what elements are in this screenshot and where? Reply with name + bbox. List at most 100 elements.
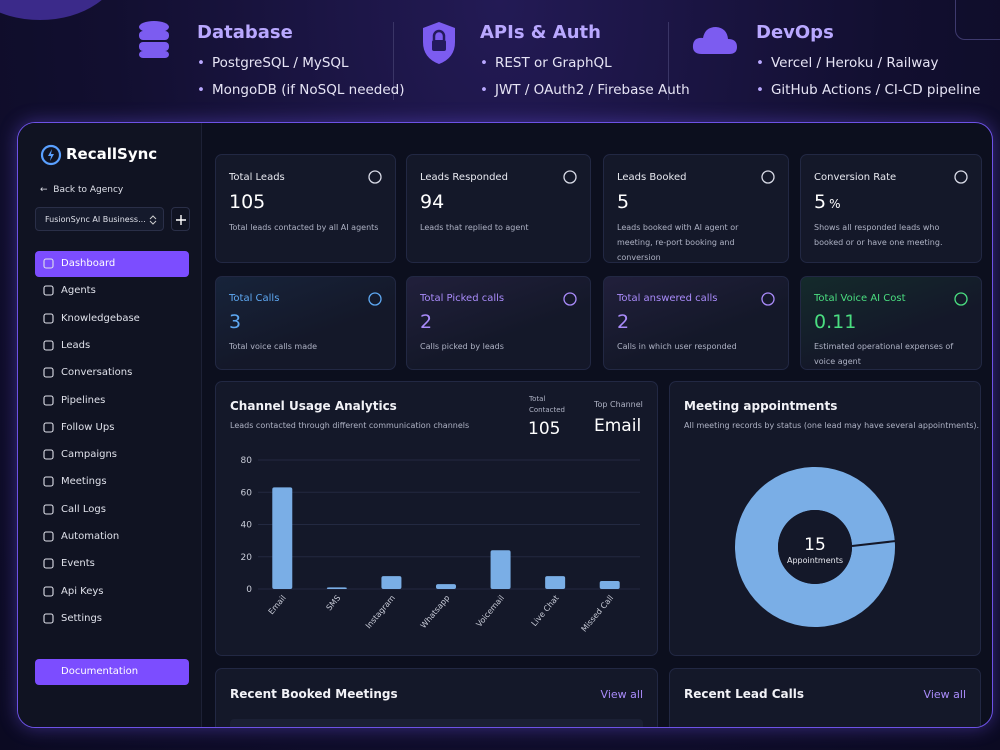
icon-shape: [43, 531, 54, 542]
nav-icon: [43, 531, 54, 542]
nav-item[interactable]: Settings: [35, 606, 189, 632]
icon-shape: [43, 449, 54, 460]
icon-shape: [368, 292, 382, 306]
nav-item[interactable]: Dashboard: [35, 251, 189, 277]
card-title: Total answered calls: [617, 293, 718, 304]
icon-shape: [563, 170, 577, 184]
card-value: 2: [420, 311, 432, 333]
stat-label: Top Channel: [594, 400, 643, 409]
nav-item[interactable]: Follow Ups: [35, 415, 189, 441]
workspace-select[interactable]: FusionSync AI Business...: [35, 207, 164, 231]
card-title: Total Voice AI Cost: [814, 293, 906, 304]
nav-label: Pipelines: [61, 394, 106, 406]
card-value: 0.11: [814, 311, 856, 333]
docs-button[interactable]: Documentation: [35, 659, 189, 685]
chart-panel: Channel Usage Analytics Leads contacted t…: [215, 381, 658, 656]
nav-icon: [43, 476, 54, 487]
database-icon: [139, 21, 169, 58]
nav-item[interactable]: Meetings: [35, 469, 189, 495]
back-link[interactable]: ← Back to Agency: [40, 185, 123, 195]
card-description: Leads that replied to agent: [420, 223, 529, 232]
icon-shape: [43, 476, 54, 487]
nav-item[interactable]: Automation: [35, 524, 189, 550]
nav-label: Agents: [61, 285, 96, 297]
nav-label: Api Keys: [61, 585, 104, 597]
view-all[interactable]: View all: [923, 688, 966, 701]
value: 2: [617, 311, 630, 333]
card-icon: [954, 292, 968, 306]
icon-shape: [43, 340, 54, 351]
stat-card: Leads Responded 94 Leads that replied to a…: [406, 154, 591, 263]
card-title: Leads Booked: [617, 172, 687, 183]
nav-label: Meetings: [61, 476, 107, 488]
card-icon: [563, 170, 577, 184]
table-header: [230, 719, 643, 727]
nav-label: Settings: [61, 612, 103, 624]
card-value: 5%: [814, 191, 841, 213]
chevron: [149, 215, 157, 225]
icon-shape: [761, 170, 775, 184]
nav-item[interactable]: Knowledgebase: [35, 306, 189, 332]
nav-item[interactable]: Conversations: [35, 360, 189, 386]
nav-label: Automation: [61, 531, 120, 542]
stat-label: Total Contacted: [529, 395, 565, 414]
card-icon: [954, 170, 968, 184]
card-description: Shows all responded leads who booked or …: [814, 223, 943, 247]
tech-item: JWT / OAuth2 / Firebase Auth: [480, 82, 690, 98]
nav-label: Follow Ups: [61, 421, 115, 433]
card-value: 2: [617, 311, 629, 333]
value: 5: [814, 191, 827, 213]
decor-box: [955, 0, 1000, 40]
icon-shape: [43, 367, 54, 378]
sidebar: RecallSync ← Back to Agency FusionSync A…: [18, 123, 202, 727]
icon-shape: [43, 558, 54, 569]
nav-label: Dashboard: [61, 258, 116, 269]
card-title: Total Calls: [229, 293, 280, 304]
icon-shape: [43, 422, 54, 433]
chart-title: Channel Usage Analytics: [230, 399, 397, 413]
icon-shape: [43, 285, 54, 296]
value: 0.11: [814, 311, 857, 333]
nav-item[interactable]: Agents: [35, 278, 189, 304]
value: 2: [420, 311, 433, 333]
stat-card: Total Calls 3 Total voice calls made: [215, 276, 396, 370]
icon-shape: [954, 292, 968, 306]
lock-icon: [423, 22, 455, 64]
list-panel: Recent Booked Meetings View all: [215, 668, 658, 727]
chart-panel: Meeting appointments All meeting records …: [669, 381, 981, 656]
view-all[interactable]: View all: [600, 688, 643, 701]
stat-card: Conversion Rate 5% Shows all responded lea…: [800, 154, 982, 263]
nav-icon: [43, 394, 54, 406]
divider: [393, 22, 394, 100]
tech-item: MongoDB (if NoSQL needed): [197, 82, 405, 98]
stat-value: Email: [594, 416, 642, 436]
plus-icon: [176, 215, 186, 225]
tech-item: PostgreSQL / MySQL: [197, 55, 349, 71]
nav-item[interactable]: Events: [35, 551, 189, 577]
workspace-name: FusionSync AI Business...: [45, 215, 146, 224]
card-description: Calls in which user responded: [617, 342, 737, 351]
value: 105: [229, 191, 266, 213]
nav-item[interactable]: Leads: [35, 333, 189, 359]
brand: RecallSync: [66, 145, 158, 163]
stat-card: Total Leads 105 Total leads contacted by a…: [215, 154, 396, 263]
card-value: 105: [229, 191, 265, 213]
nav-item[interactable]: Campaigns: [35, 442, 189, 468]
nav-item[interactable]: Pipelines: [35, 388, 189, 414]
nav-item[interactable]: Call Logs: [35, 497, 189, 523]
nav-label: Leads: [61, 339, 91, 351]
icon-shape: [563, 292, 577, 306]
add-button[interactable]: [171, 207, 190, 231]
nav-icon: [43, 586, 54, 597]
card-description: Estimated operational expenses of voice …: [814, 342, 954, 366]
cloud-icon: [692, 27, 737, 54]
icon-shape: [368, 170, 382, 184]
nav-icon: [43, 422, 54, 433]
decor-circle: [0, 0, 120, 20]
brand-icon: [40, 144, 62, 166]
nav-icon: [43, 285, 54, 296]
card-icon: [368, 170, 382, 184]
nav-item[interactable]: Api Keys: [35, 579, 189, 605]
chart-subtitle: Leads contacted through different commun…: [230, 421, 470, 430]
